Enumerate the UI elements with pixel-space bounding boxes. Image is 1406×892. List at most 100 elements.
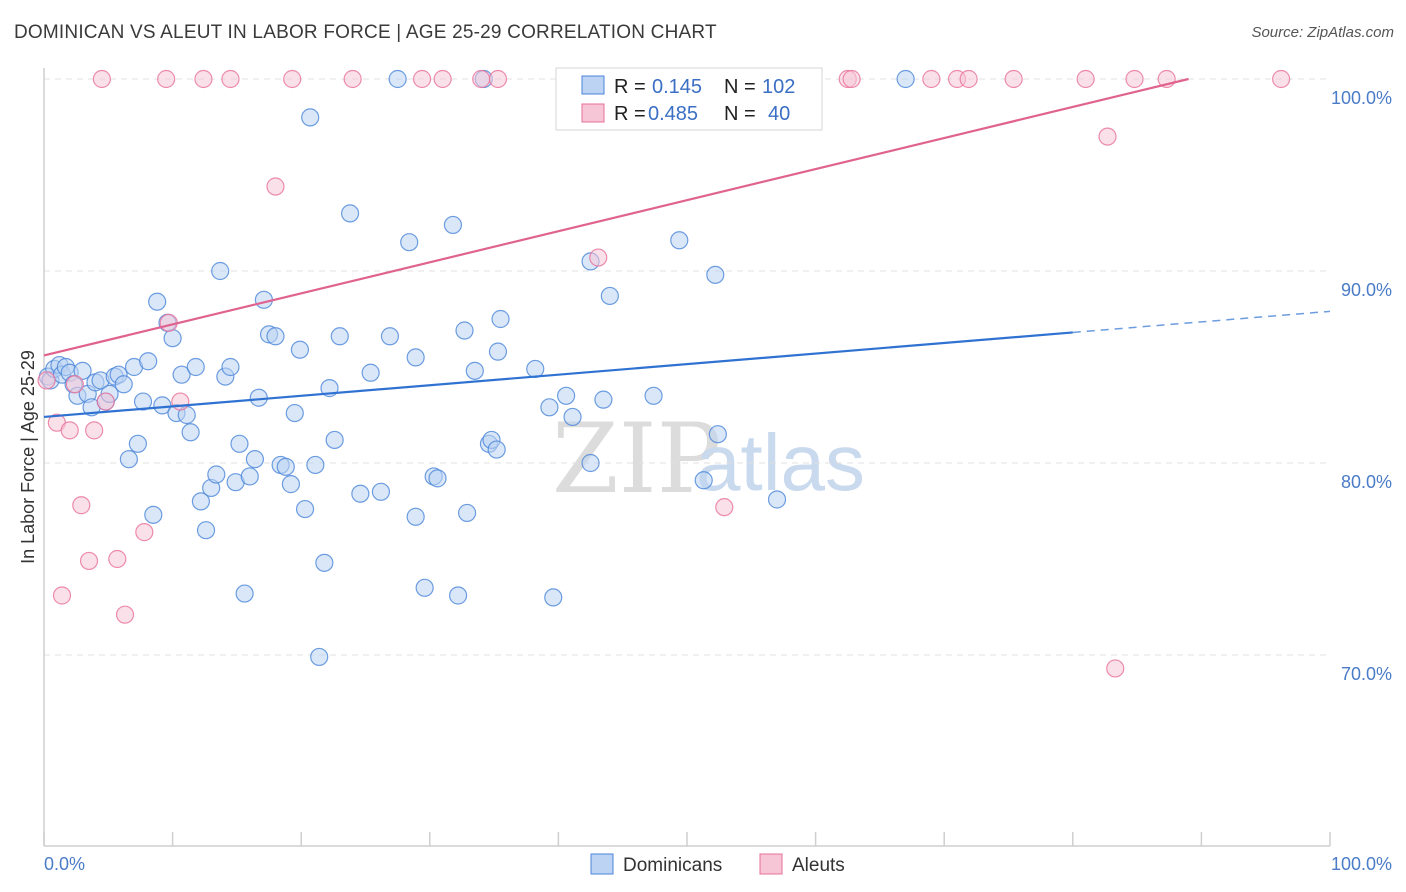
aleuts-point — [343, 69, 362, 89]
dominicans-point — [310, 647, 329, 667]
dominicans-point — [235, 584, 254, 603]
aleuts-point — [72, 496, 91, 515]
aleuts-points — [37, 69, 1291, 678]
dominicans-point — [448, 586, 468, 605]
dominicans-point — [266, 327, 285, 346]
dominicans-point — [148, 292, 167, 311]
dominicans-point — [119, 450, 138, 469]
dominicans-point — [245, 450, 265, 469]
dominicans-point — [670, 231, 689, 250]
aleuts-point — [1004, 69, 1023, 89]
aleuts-point — [85, 421, 104, 440]
dominicans-point — [706, 265, 725, 284]
dominicans-point — [361, 363, 380, 382]
dominicans-point — [415, 578, 434, 597]
watermark: ZIP atlas — [552, 403, 865, 515]
dominicans-point — [644, 386, 663, 405]
dominicans-point — [594, 390, 613, 409]
dominicans-point — [600, 286, 619, 306]
dominicans-point — [487, 440, 506, 459]
dominicans-point — [186, 357, 205, 377]
dominicans-points — [38, 69, 915, 667]
y-tick-label-90: 90.0% — [1341, 280, 1392, 300]
y-axis-tick-labels: 70.0% 80.0% 90.0% 100.0% — [1331, 88, 1392, 684]
legend-label-dominicans: Dominicans — [623, 855, 722, 876]
dominicans-point — [128, 434, 147, 453]
aleuts-point — [1125, 69, 1144, 89]
aleuts-point — [65, 375, 84, 394]
dominicans-point — [428, 469, 447, 488]
stats-swatch-dominicans — [581, 75, 605, 95]
dominicans-point — [563, 407, 582, 427]
dominicans-point — [400, 233, 419, 252]
dominicans-point — [581, 453, 600, 473]
x-axis-ticks — [43, 832, 1331, 846]
aleuts-point — [283, 69, 302, 89]
x-tick-label-max: 100.0% — [1331, 854, 1392, 874]
dominicans-point — [371, 482, 391, 501]
chart-source: Source: ZipAtlas.com — [1251, 24, 1394, 41]
legend-swatch-dominicans — [590, 853, 614, 875]
dominicans-point — [351, 484, 370, 503]
aleuts-point — [266, 177, 285, 196]
aleuts-point — [842, 69, 861, 89]
aleuts-point — [433, 69, 452, 89]
legend-swatch-aleuts — [759, 853, 783, 875]
aleuts-point — [922, 69, 941, 89]
stats-r-label-aleuts: R = — [614, 103, 646, 125]
dominicans-point — [133, 392, 153, 411]
dominicans-point — [163, 329, 182, 348]
dominicans-point — [325, 430, 344, 450]
dominicans-point — [491, 309, 510, 329]
aleuts-trend-line — [43, 77, 1189, 357]
legend-label-aleuts: Aleuts — [792, 855, 845, 876]
dominicans-point — [315, 553, 334, 572]
y-tick-label-80: 80.0% — [1341, 472, 1392, 492]
aleuts-point — [472, 69, 491, 89]
dominicans-trend-line — [43, 331, 1073, 419]
dominicans-point — [153, 396, 172, 415]
dominicans-trend-extension — [1072, 310, 1331, 334]
aleuts-point — [52, 586, 72, 605]
aleuts-point — [715, 498, 734, 517]
dominicans-point — [330, 327, 349, 346]
aleuts-point — [959, 69, 978, 89]
dominicans-point — [295, 499, 315, 519]
aleuts-point — [221, 69, 240, 89]
dominicans-point — [221, 357, 240, 377]
dominicans-point — [488, 342, 508, 361]
stats-n-value-dominicans: 102 — [762, 76, 795, 98]
dominicans-point — [281, 475, 301, 494]
aleuts-point — [1098, 127, 1117, 146]
dominicans-point — [465, 361, 484, 380]
dominicans-point — [896, 69, 915, 89]
aleuts-point — [79, 551, 99, 571]
dominicans-point — [285, 403, 304, 423]
aleuts-point — [412, 69, 432, 89]
y-tick-label-100: 100.0% — [1331, 88, 1392, 108]
stats-legend: R = 0.145 N = 102 R = 0.485 N = 40 — [555, 67, 823, 131]
aleuts-point — [171, 392, 190, 411]
chart-title: DOMINICAN VS ALEUT IN LABOR FORCE | AGE … — [14, 22, 717, 43]
aleuts-point — [1272, 69, 1291, 89]
dominicans-point — [207, 465, 226, 484]
aleuts-point — [108, 549, 127, 569]
stats-n-label-aleuts: N = — [724, 103, 756, 125]
dominicans-point — [290, 340, 310, 359]
dominicans-point — [380, 327, 400, 346]
dominicans-point — [406, 348, 425, 367]
dominicans-point — [767, 490, 787, 509]
y-axis-label: In Labor Force | Age 25-29 — [18, 350, 38, 564]
dominicans-point — [230, 434, 249, 453]
dominicans-point — [144, 505, 163, 524]
stats-r-value-aleuts: 0.485 — [648, 103, 698, 125]
dominicans-point — [443, 215, 463, 235]
stats-swatch-aleuts — [581, 103, 605, 123]
x-tick-label-min: 0.0% — [44, 854, 85, 874]
dominicans-point — [240, 467, 259, 486]
dominicans-point — [191, 492, 210, 511]
aleuts-point — [135, 523, 154, 542]
aleuts-point — [92, 69, 111, 89]
dominicans-point — [708, 425, 727, 444]
